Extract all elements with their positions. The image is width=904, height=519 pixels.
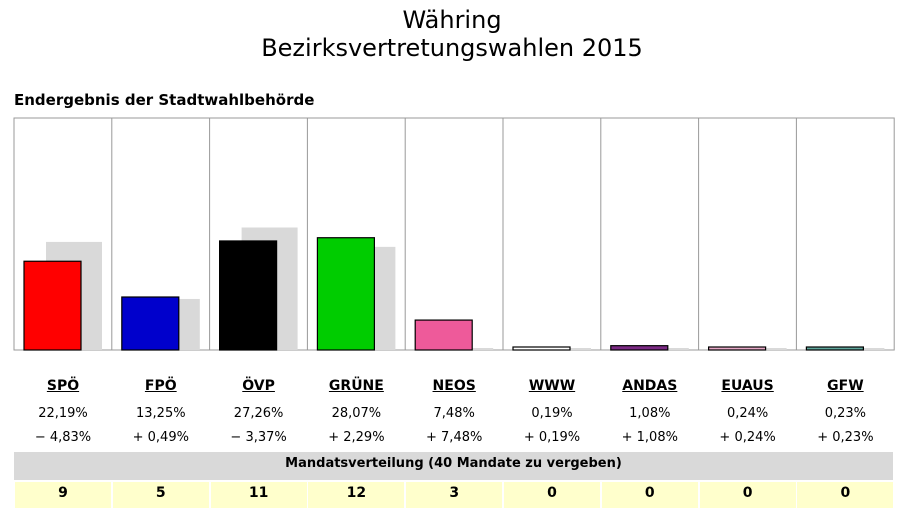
change-label: − 4,83% — [34, 430, 92, 445]
seat-count: 0 — [699, 482, 796, 508]
change-label: + 0,24% — [719, 430, 776, 445]
seat-count: 12 — [308, 482, 405, 508]
chart-title: Währing — [402, 6, 502, 34]
change-label: + 2,29% — [328, 430, 385, 445]
seat-count: 9 — [15, 482, 111, 508]
result-bar — [805, 346, 865, 351]
party-label: ÖVP — [242, 378, 275, 394]
seat-count: 5 — [112, 482, 209, 508]
percent-label: 27,26% — [233, 406, 284, 421]
source-label: Endergebnis der Stadtwahlbehörde — [14, 91, 315, 109]
result-bar — [219, 240, 278, 351]
seat-count: 0 — [504, 482, 600, 508]
seat-count: 0 — [797, 482, 894, 508]
party-label: ANDAS — [622, 378, 678, 394]
party-label: GRÜNE — [328, 378, 384, 394]
change-label: − 3,37% — [230, 430, 287, 445]
change-label: + 0,49% — [132, 430, 189, 445]
percent-label: 0,19% — [531, 406, 573, 421]
result-bar — [121, 296, 180, 351]
party-label: WWW — [528, 378, 576, 394]
seat-count: 11 — [210, 482, 307, 508]
result-bar — [23, 260, 82, 351]
seat-count: 3 — [406, 482, 503, 508]
percent-label: 7,48% — [433, 406, 475, 421]
percent-label: 22,19% — [38, 406, 88, 421]
result-bar — [610, 345, 669, 351]
party-label: SPÖ — [46, 378, 80, 394]
party-label: NEOS — [432, 378, 476, 394]
percent-label: 1,08% — [629, 406, 671, 421]
result-bar — [707, 346, 767, 351]
result-bar — [512, 346, 571, 351]
party-label: GFW — [827, 378, 864, 394]
chart-subtitle: Bezirksvertretungswahlen 2015 — [261, 34, 643, 62]
percent-label: 28,07% — [331, 406, 382, 421]
change-label: + 1,08% — [621, 430, 678, 445]
percent-label: 0,24% — [726, 406, 769, 421]
mandate-header: Mandatsverteilung (40 Mandate zu vergebe… — [14, 452, 893, 480]
result-bar — [316, 237, 375, 351]
seat-count: 0 — [601, 482, 698, 508]
change-label: + 0,19% — [523, 430, 581, 445]
result-bar — [414, 319, 473, 351]
change-label: + 0,23% — [817, 430, 874, 445]
party-label: EUAUS — [721, 378, 774, 394]
percent-label: 13,25% — [136, 406, 186, 421]
party-label: FPÖ — [144, 378, 177, 394]
change-label: + 7,48% — [426, 430, 483, 445]
percent-label: 0,23% — [824, 406, 867, 421]
